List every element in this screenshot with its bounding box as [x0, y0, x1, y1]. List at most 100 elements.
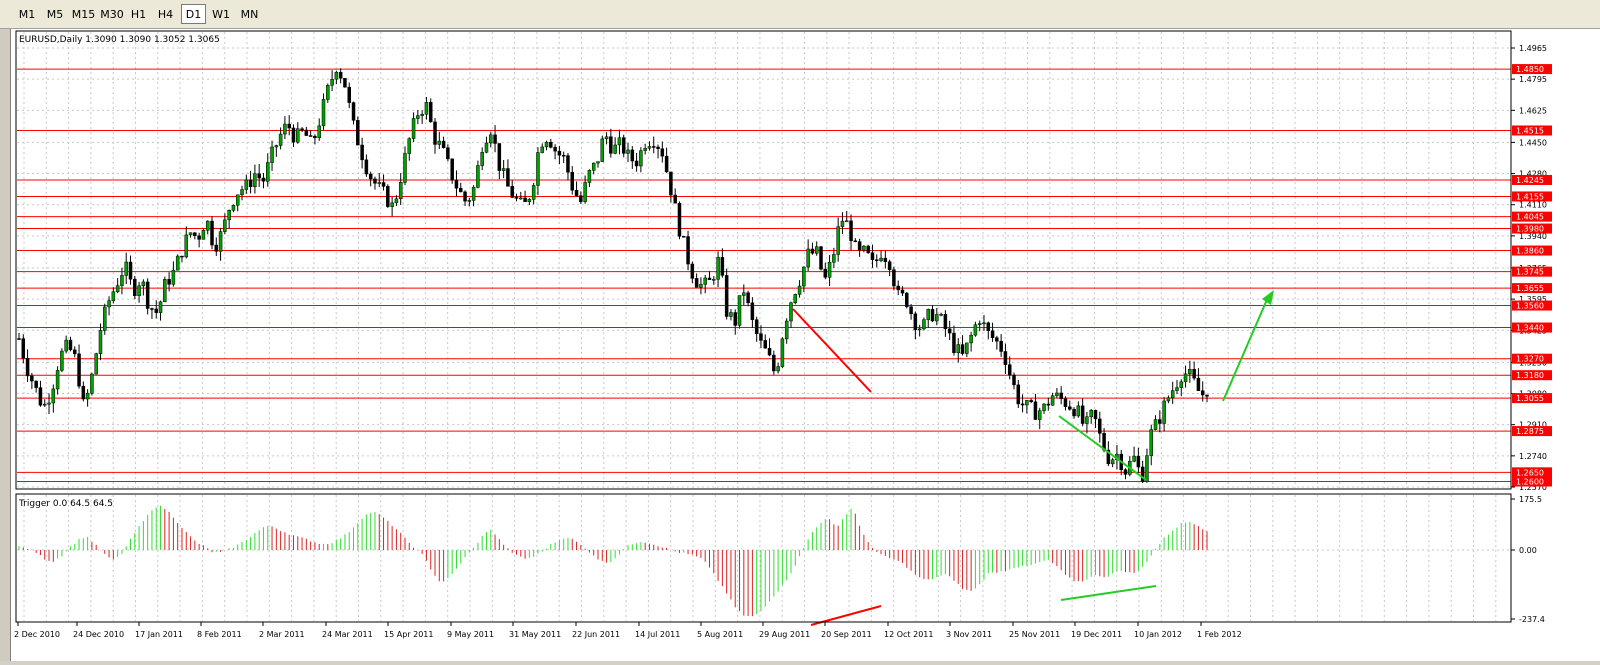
candle-body [175, 255, 180, 271]
candle-body [1037, 410, 1042, 420]
candle-body [977, 323, 982, 325]
candle-body [274, 145, 279, 148]
timeframe-button-d1[interactable]: D1 [181, 4, 206, 24]
timeframe-button-h4[interactable]: H4 [157, 8, 174, 21]
candle-body [754, 319, 759, 334]
timeframe-button-w1[interactable]: W1 [212, 8, 230, 21]
candle-body [1093, 409, 1098, 420]
date-label: 1 Feb 2012 [1197, 630, 1242, 639]
date-axis: 2 Dec 2010 24 Dec 2010 17 Jan 2011 8 Feb 20… [14, 622, 1242, 639]
level-price-label: 1.3980 [1516, 225, 1544, 234]
candle-body [497, 143, 502, 171]
candle-body [1076, 405, 1081, 417]
timeframe-button-mn[interactable]: MN [240, 8, 259, 21]
candle-body [784, 320, 789, 340]
level-price-tag [1512, 211, 1552, 222]
level-price-label: 1.3860 [1516, 247, 1544, 256]
candle-body [857, 241, 862, 251]
candle-body [506, 168, 510, 187]
level-price-tag [1512, 125, 1552, 136]
candle-body [905, 292, 909, 307]
price-scale-label: 1.2910 [1519, 421, 1547, 430]
candle-body [540, 146, 544, 153]
candle-body [347, 86, 351, 103]
indicator-scale: 175.5 0.00 -237.4 [1511, 495, 1545, 624]
candle-body [317, 125, 321, 139]
date-label: 22 Jun 2011 [572, 630, 620, 639]
timeframe-button-m1[interactable]: M1 [18, 8, 36, 21]
level-price-label: 1.4155 [1516, 192, 1544, 201]
candle-body [690, 263, 695, 279]
candle-body [1179, 381, 1184, 388]
candle-body [1123, 469, 1128, 475]
candle-body [664, 155, 669, 173]
candle-body [227, 210, 231, 221]
candle-body [94, 353, 98, 375]
candle-body [420, 114, 424, 116]
candle-body [840, 220, 845, 227]
level-price-label: 1.3745 [1516, 268, 1544, 277]
level-price-label: 1.3560 [1516, 302, 1544, 311]
candle-body [677, 202, 682, 237]
candle-body [244, 179, 249, 190]
chart-header: EURUSD,Daily 1.3090 1.3090 1.3052 1.3065 [19, 35, 220, 45]
candle-body [467, 200, 472, 202]
candle-body [416, 115, 420, 119]
timeframe-button-m5[interactable]: M5 [46, 8, 64, 21]
price-candles [17, 68, 1209, 484]
candle-body [300, 128, 304, 131]
candle-body [489, 134, 493, 144]
candle-body [935, 314, 939, 322]
timeframe-button-m30[interactable]: M30 [100, 8, 124, 21]
candle-body [338, 72, 343, 79]
downtrend-line[interactable] [792, 308, 872, 393]
level-price-label: 1.3655 [1516, 284, 1544, 293]
candle-body [343, 78, 347, 88]
indicator-header: Trigger 0.0 64.5 64.5 [18, 499, 113, 509]
candle-body [724, 275, 729, 317]
candle-body [553, 147, 557, 152]
candle-body [806, 248, 810, 268]
timeframe-button-m15[interactable]: M15 [71, 8, 96, 21]
support-resistance-levels [17, 68, 1511, 483]
timeframe-button-h1[interactable]: H1 [130, 8, 147, 21]
timeframe-toolbar: M1 M5 M15 M30 H1 H4 D1 W1 MN [0, 0, 1600, 29]
indicator-divergence-line[interactable] [1060, 585, 1157, 601]
candle-body [694, 278, 699, 288]
chart-window[interactable]: 1.4965 1.4795 1.4625 1.4450 1.4280 1.4110 1.39… [10, 29, 1600, 661]
candle-body [1106, 449, 1111, 465]
candle-body [570, 172, 575, 191]
candle-body [596, 161, 600, 164]
candle-body [776, 366, 780, 372]
candle-body [1059, 392, 1063, 399]
candle-body [458, 187, 463, 193]
candle-body [1033, 401, 1038, 420]
candle-body [823, 268, 828, 278]
date-label: 31 May 2011 [509, 630, 561, 639]
candle-body [214, 244, 219, 252]
candle-body [849, 220, 853, 242]
level-price-label: 1.2650 [1516, 468, 1544, 477]
candle-body [261, 177, 266, 182]
candle-body [990, 330, 995, 338]
candle-body [922, 319, 926, 330]
chart-canvas[interactable]: 1.4965 1.4795 1.4625 1.4450 1.4280 1.4110 1.39… [11, 29, 1600, 661]
candle-body [887, 261, 892, 270]
candle-body [621, 137, 626, 154]
candle-body [1003, 351, 1008, 365]
candle-body [772, 354, 776, 372]
candle-body [544, 141, 549, 148]
candle-body [1098, 418, 1102, 434]
projected-arrow-line[interactable] [1222, 294, 1270, 402]
candle-body [356, 120, 360, 146]
downtrend-line[interactable] [1058, 415, 1147, 481]
candle-body [480, 152, 484, 166]
candle-body [270, 146, 274, 163]
candle-body [999, 340, 1003, 352]
level-price-tag [1512, 370, 1552, 381]
candle-body [304, 129, 309, 136]
candle-body [643, 148, 647, 151]
candle-body [25, 357, 30, 377]
candle-body [819, 246, 823, 270]
candle-body [351, 102, 356, 121]
